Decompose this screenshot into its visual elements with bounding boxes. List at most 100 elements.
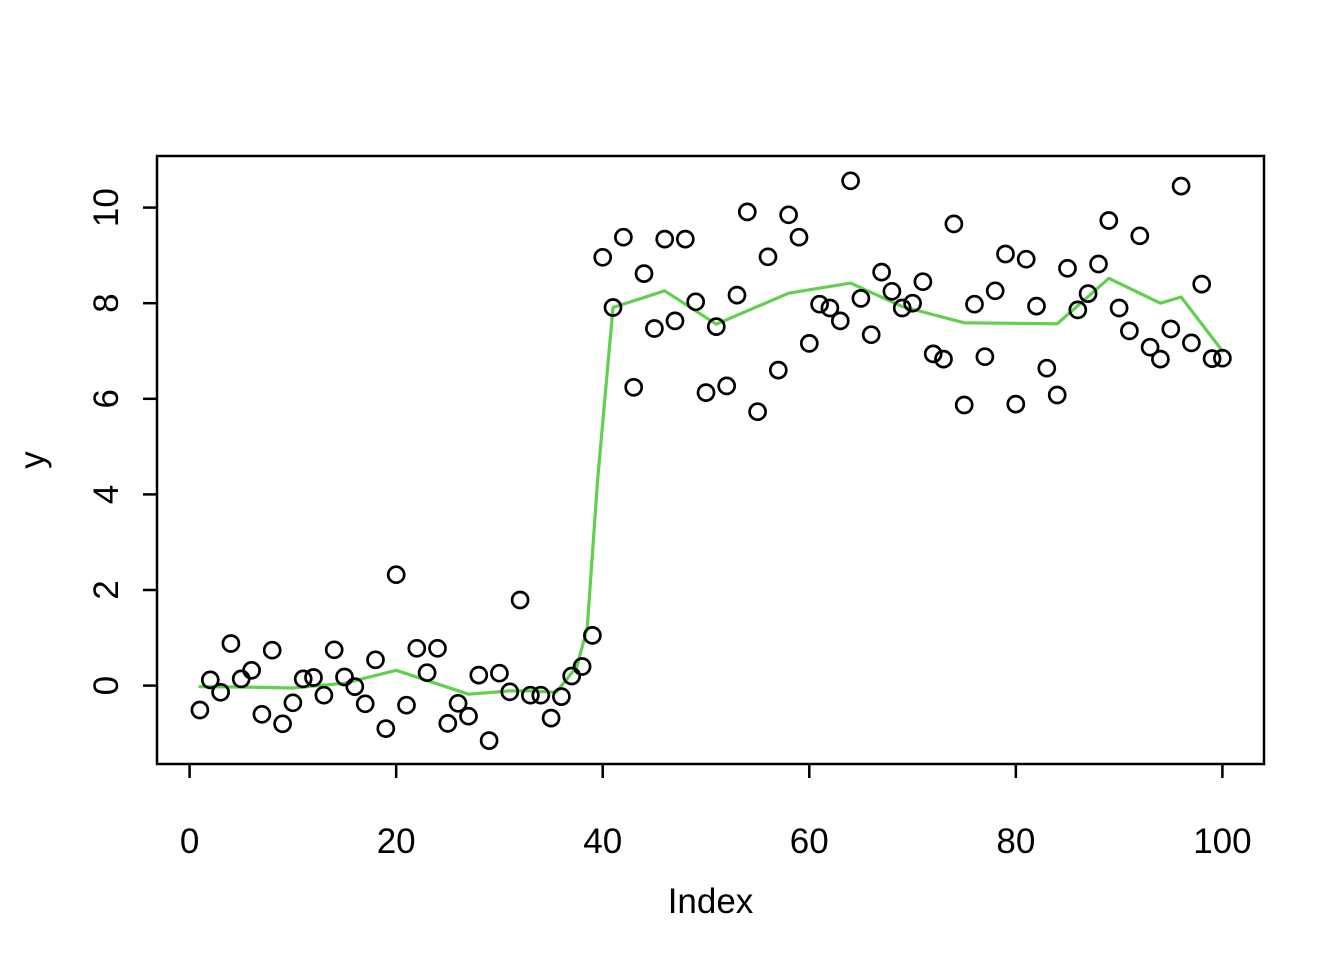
data-point: [861, 325, 881, 345]
data-point: [593, 247, 613, 267]
data-point: [1016, 249, 1036, 269]
data-point: [645, 319, 664, 338]
data-point: [1130, 226, 1150, 246]
data-point: [355, 694, 375, 714]
x-axis-tick-label: 60: [790, 822, 829, 861]
smoother-line: [198, 276, 1225, 696]
y-axis-tick-label: 8: [87, 293, 126, 312]
data-point: [510, 590, 530, 610]
data-point: [190, 700, 210, 720]
data-point: [490, 663, 509, 683]
data-point: [283, 693, 303, 713]
data-point: [541, 708, 561, 728]
data-point: [1182, 333, 1201, 353]
data-point: [799, 334, 819, 353]
data-point: [479, 731, 499, 750]
data-point: [748, 402, 767, 422]
data-point: [655, 229, 675, 249]
data-point: [221, 634, 241, 653]
data-point: [882, 281, 902, 301]
data-point: [572, 657, 592, 676]
data-point: [231, 669, 251, 689]
y-axis-tick-label: 6: [87, 389, 126, 408]
data-point: [737, 202, 757, 222]
data-point: [1006, 394, 1026, 414]
data-point: [1058, 258, 1077, 278]
data-point: [293, 669, 313, 689]
data-point: [1120, 321, 1139, 341]
data-point: [985, 281, 1005, 301]
data-point: [634, 264, 654, 283]
data-point: [665, 311, 685, 331]
data-point: [273, 714, 292, 734]
data-point: [954, 395, 974, 415]
data-point: [820, 298, 840, 318]
data-point: [696, 383, 716, 402]
data-point: [1047, 385, 1067, 405]
data-point: [407, 638, 427, 658]
data-point: [428, 638, 447, 658]
data-point: [1089, 254, 1108, 274]
data-point: [448, 693, 468, 713]
data-point: [324, 640, 344, 660]
data-point: [768, 360, 788, 380]
data-point: [706, 317, 726, 336]
y-axis-tick-label: 4: [87, 485, 126, 504]
data-point: [965, 294, 984, 314]
data-point: [1027, 296, 1046, 316]
data-point: [531, 685, 551, 705]
data-point: [603, 298, 623, 317]
data-point: [1161, 319, 1181, 339]
data-point: [469, 665, 489, 685]
data-point: [211, 682, 230, 702]
data-point: [521, 685, 540, 705]
x-axis-tick-label: 80: [996, 822, 1035, 861]
data-point: [872, 262, 891, 282]
data-point: [314, 685, 334, 705]
y-axis-tick-label: 2: [87, 580, 126, 599]
data-point: [1078, 284, 1098, 303]
data-point: [1109, 298, 1129, 318]
data-point: [996, 244, 1015, 264]
data-point: [903, 293, 922, 313]
data-point: [1192, 274, 1212, 294]
data-point: [304, 668, 323, 687]
data-point: [242, 660, 261, 680]
data-point: [552, 687, 571, 706]
data-point: [459, 706, 478, 726]
data-point: [438, 714, 458, 733]
data-point: [1202, 349, 1222, 368]
data-point: [1037, 358, 1057, 378]
data-point: [1140, 337, 1160, 357]
x-axis-tick-label: 40: [583, 822, 622, 861]
y-axis-title: y: [13, 451, 52, 469]
data-point: [810, 294, 829, 314]
x-axis-tick-label: 0: [180, 822, 199, 861]
data-point: [500, 682, 520, 702]
data-point: [397, 695, 416, 715]
data-point: [1099, 211, 1119, 230]
data-point: [1151, 349, 1170, 369]
x-axis-tick-label: 100: [1193, 822, 1251, 861]
data-point: [851, 289, 871, 308]
data-point: [335, 667, 354, 687]
data-point: [262, 640, 282, 660]
data-point: [614, 227, 633, 247]
data-point: [892, 298, 912, 318]
data-point: [717, 376, 737, 396]
data-point: [934, 349, 953, 369]
data-point: [923, 344, 943, 364]
data-point: [913, 272, 933, 292]
data-point: [727, 285, 747, 305]
data-point: [779, 205, 798, 225]
data-point: [675, 229, 695, 249]
data-point: [583, 626, 602, 645]
data-point: [758, 247, 778, 267]
data-point: [562, 666, 582, 686]
y-axis-tick-label: 0: [87, 676, 126, 695]
data-point: [366, 650, 385, 670]
data-point: [1068, 300, 1088, 320]
y-axis-tick-label: 10: [87, 188, 126, 227]
